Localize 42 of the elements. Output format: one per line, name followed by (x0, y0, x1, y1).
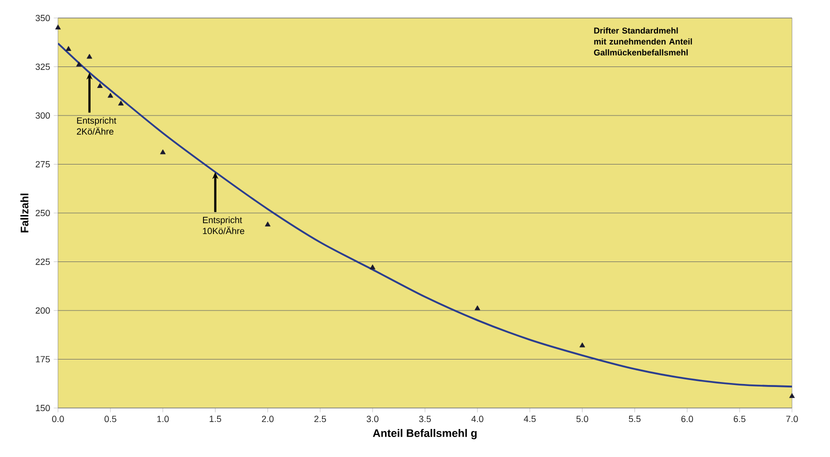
y-axis-title: Fallzahl (20, 194, 28, 232)
point (160, 149, 166, 154)
y-tick-label: 300 (36, 112, 50, 119)
point (76, 62, 82, 66)
point (264, 222, 270, 226)
y-tick-label: 325 (36, 64, 50, 70)
y-tick-label: 175 (36, 356, 50, 362)
point (118, 100, 124, 106)
x-tick-label: 1.5 (210, 416, 222, 422)
y-tick-label: 225 (36, 258, 50, 265)
point (789, 393, 795, 398)
x-tick-label: 3.0 (366, 416, 378, 422)
point (86, 54, 92, 59)
point (474, 305, 480, 310)
x-axis-title: Anteil Befallsmehl g (372, 428, 477, 440)
y-tick-label: 275 (36, 161, 50, 168)
text: Drifter Standardmehl mit zunehmenden Anteil Gallmückenbefallsmehl (594, 27, 692, 56)
x-tick-label: 5.5 (628, 416, 641, 422)
x-tick-label: 0.5 (104, 416, 116, 422)
point (370, 264, 376, 270)
x-tick-label: 5.0 (576, 416, 588, 422)
x-tick-label: 6.0 (681, 416, 694, 422)
point (97, 83, 103, 88)
x-tick-label: 6.5 (734, 416, 746, 422)
point (66, 46, 72, 51)
annotation: Entspricht 2Kö/Ähre (76, 117, 116, 135)
point (55, 24, 61, 30)
x-tick-label: 7.0 (786, 416, 798, 422)
x-tick-label: 0.0 (52, 416, 64, 422)
point (580, 342, 586, 348)
x-tick-label: 2.0 (262, 416, 274, 422)
annotation: Entspricht 10Kö/Ähre (202, 216, 244, 234)
y-tick-label: 250 (36, 210, 50, 216)
x-tick-label: 4.0 (471, 416, 484, 422)
x-tick-label: 4.5 (524, 416, 536, 422)
y-tick-label: 200 (36, 307, 50, 314)
x-tick-label: 3.5 (419, 416, 431, 422)
x-tick-label: 1.0 (157, 416, 169, 422)
y-tick-label: 150 (36, 404, 50, 412)
y-tick-label: 350 (36, 14, 50, 22)
point (108, 92, 114, 98)
x-tick-label: 2.5 (314, 416, 326, 422)
